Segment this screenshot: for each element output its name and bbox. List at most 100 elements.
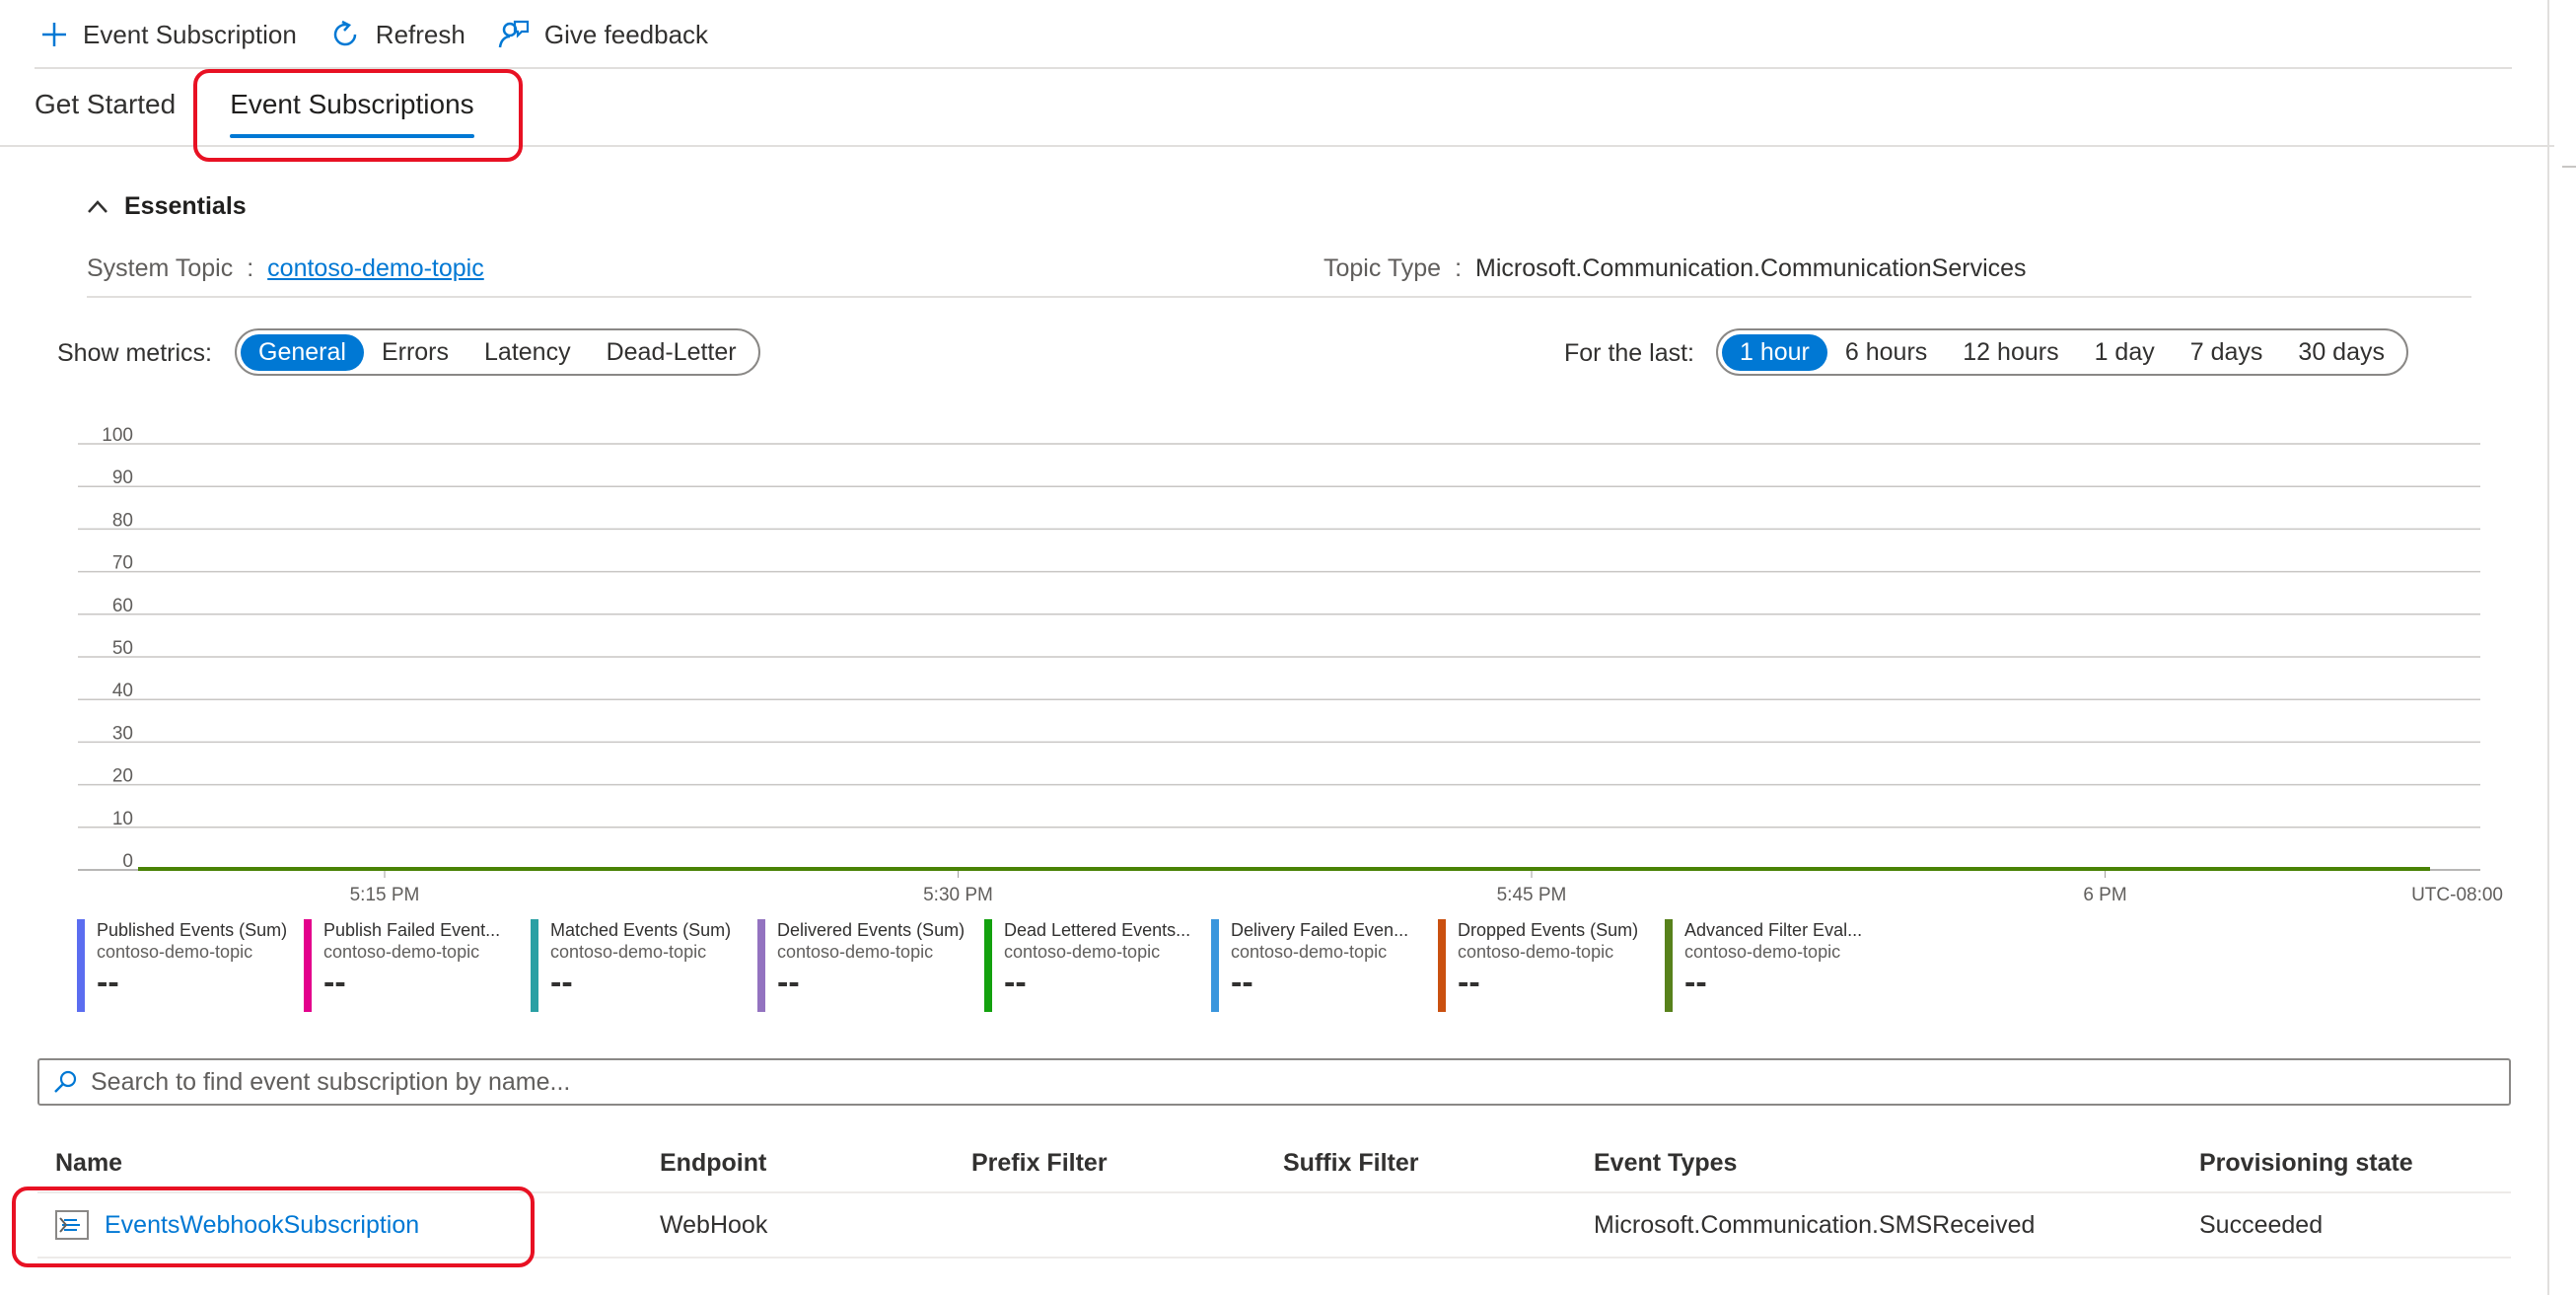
legend-metric-name: Dead Lettered Events...	[1004, 920, 1191, 940]
legend-metric-name: Advanced Filter Eval...	[1684, 920, 1863, 940]
topic-type-row: Topic Type : Microsoft.Communication.Com…	[1324, 254, 2027, 283]
column-header-prefix-filter[interactable]: Prefix Filter	[971, 1148, 1108, 1177]
command-bar: Event Subscription Refresh Give feedback	[39, 10, 708, 59]
refresh-button[interactable]: Refresh	[328, 18, 465, 51]
column-header-suffix-filter[interactable]: Suffix Filter	[1283, 1148, 1419, 1177]
legend-item[interactable]: Dead Lettered Events... contoso-demo-topi…	[984, 919, 1211, 1012]
legend-metric-value: --	[1231, 964, 1253, 1001]
metric-option-latency[interactable]: Latency	[484, 337, 571, 366]
tab-event-subscriptions[interactable]: Event Subscriptions	[230, 89, 475, 138]
legend-resource-name: contoso-demo-topic	[1684, 942, 1841, 962]
legend-resource-name: contoso-demo-topic	[777, 942, 934, 962]
x-tick-label: 5:30 PM	[923, 885, 993, 905]
column-header-endpoint[interactable]: Endpoint	[660, 1148, 767, 1177]
legend-color-swatch	[531, 919, 538, 1012]
x-tick-label: 6 PM	[2083, 885, 2126, 905]
legend-item[interactable]: Dropped Events (Sum) contoso-demo-topic --	[1438, 919, 1665, 1012]
row-state-cell: Succeeded	[2199, 1210, 2324, 1239]
legend-item[interactable]: Published Events (Sum) contoso-demo-topic…	[77, 919, 304, 1012]
legend-metric-value: --	[550, 964, 573, 1001]
refresh-icon	[333, 20, 357, 46]
range-option-30-days[interactable]: 30 days	[2298, 337, 2385, 366]
legend-metric-name: Dropped Events (Sum)	[1458, 920, 1639, 940]
table-row[interactable]: EventsWebhookSubscription WebHook Micros…	[37, 1193, 2511, 1259]
range-option-12-hours[interactable]: 12 hours	[1963, 337, 2059, 366]
legend-metric-name: Matched Events (Sum)	[550, 920, 732, 940]
range-option-7-days[interactable]: 7 days	[2189, 337, 2263, 366]
legend-resource-name: contoso-demo-topic	[1231, 942, 1388, 962]
legend-metric-value: --	[777, 964, 800, 1001]
legend-metric-name: Delivered Events (Sum)	[777, 920, 966, 940]
plus-icon	[42, 23, 66, 46]
range-option-6-hours[interactable]: 6 hours	[1844, 337, 1928, 366]
legend-color-swatch	[77, 919, 85, 1012]
legend-item[interactable]: Matched Events (Sum) contoso-demo-topic --	[531, 919, 757, 1012]
chart-legend: Published Events (Sum) contoso-demo-topic…	[77, 919, 1892, 1012]
legend-item[interactable]: Delivered Events (Sum) contoso-demo-topic…	[757, 919, 984, 1012]
essentials-divider	[87, 296, 2471, 298]
system-topic-link[interactable]: contoso-demo-topic	[267, 254, 484, 282]
legend-metric-value: --	[1458, 964, 1480, 1001]
system-topic-separator: :	[247, 254, 254, 282]
chevron-up-icon	[88, 199, 107, 213]
legend-color-swatch	[984, 919, 992, 1012]
system-topic-label: System Topic	[87, 254, 234, 282]
tab-get-started[interactable]: Get Started	[35, 89, 177, 119]
row-event-types-cell: Microsoft.Communication.SMSReceived	[1594, 1210, 2036, 1239]
topic-type-value: Microsoft.Communication.CommunicationSer…	[1475, 254, 2027, 282]
tabs-divider	[0, 145, 2554, 147]
subscription-name-link[interactable]: EventsWebhookSubscription	[105, 1210, 420, 1239]
table-header: Name Endpoint Prefix Filter Suffix Filte…	[37, 1134, 2511, 1193]
legend-color-swatch	[1665, 919, 1673, 1012]
row-name-cell: EventsWebhookSubscription	[55, 1193, 419, 1257]
search-icon	[54, 1070, 77, 1093]
legend-item[interactable]: Advanced Filter Eval... contoso-demo-topi…	[1665, 919, 1892, 1012]
time-range-label: For the last:	[1564, 339, 1694, 367]
webhook-subscription-icon	[55, 1210, 89, 1240]
legend-metric-name: Publish Failed Event...	[323, 920, 501, 940]
metric-option-general[interactable]: General	[241, 333, 364, 371]
legend-resource-name: contoso-demo-topic	[97, 942, 253, 962]
y-tick-label: 50	[112, 638, 133, 659]
legend-resource-name: contoso-demo-topic	[550, 942, 707, 962]
legend-resource-name: contoso-demo-topic	[323, 942, 480, 962]
column-header-event-types[interactable]: Event Types	[1594, 1148, 1738, 1177]
x-tick-label: 5:45 PM	[1497, 885, 1567, 905]
legend-color-swatch	[757, 919, 765, 1012]
range-option-1-day[interactable]: 1 day	[2094, 337, 2155, 366]
column-header-provisioning-state[interactable]: Provisioning state	[2199, 1148, 2413, 1177]
scrollbar-thumb[interactable]	[2562, 166, 2576, 168]
subscription-search-box[interactable]	[37, 1058, 2511, 1106]
search-input[interactable]	[91, 1067, 2509, 1097]
y-tick-label: 70	[112, 553, 133, 574]
y-tick-label: 40	[112, 681, 133, 701]
add-event-subscription-button[interactable]: Event Subscription	[39, 20, 297, 50]
y-tick-label: 30	[112, 723, 133, 744]
essentials-toggle[interactable]: Essentials	[85, 192, 247, 221]
topic-type-separator: :	[1455, 254, 1463, 282]
column-header-name[interactable]: Name	[55, 1148, 123, 1177]
legend-item[interactable]: Delivery Failed Even... contoso-demo-topi…	[1211, 919, 1438, 1012]
y-tick-label: 0	[122, 851, 133, 872]
legend-color-swatch	[1438, 919, 1446, 1012]
metric-option-errors[interactable]: Errors	[381, 337, 450, 366]
legend-resource-name: contoso-demo-topic	[1458, 942, 1614, 962]
legend-item[interactable]: Publish Failed Event... contoso-demo-topi…	[304, 919, 531, 1012]
x-tick-label: 5:15 PM	[350, 885, 420, 905]
metrics-type-switch: General Errors Latency Dead-Letter	[235, 328, 760, 376]
legend-metric-value: --	[97, 964, 119, 1001]
give-feedback-button[interactable]: Give feedback	[497, 18, 708, 51]
y-tick-label: 60	[112, 596, 133, 616]
show-metrics-label: Show metrics:	[57, 339, 212, 367]
metric-option-dead-letter[interactable]: Dead-Letter	[606, 337, 737, 366]
row-endpoint-cell: WebHook	[660, 1210, 768, 1239]
legend-metric-value: --	[1004, 964, 1027, 1001]
feedback-icon	[498, 20, 529, 48]
scrollbar-track[interactable]	[2547, 0, 2549, 1295]
legend-color-swatch	[304, 919, 312, 1012]
y-tick-label: 90	[112, 468, 133, 488]
y-tick-label: 20	[112, 766, 133, 787]
y-tick-label: 80	[112, 510, 133, 531]
range-option-1-hour[interactable]: 1 hour	[1722, 333, 1827, 371]
topic-type-label: Topic Type	[1324, 254, 1442, 282]
